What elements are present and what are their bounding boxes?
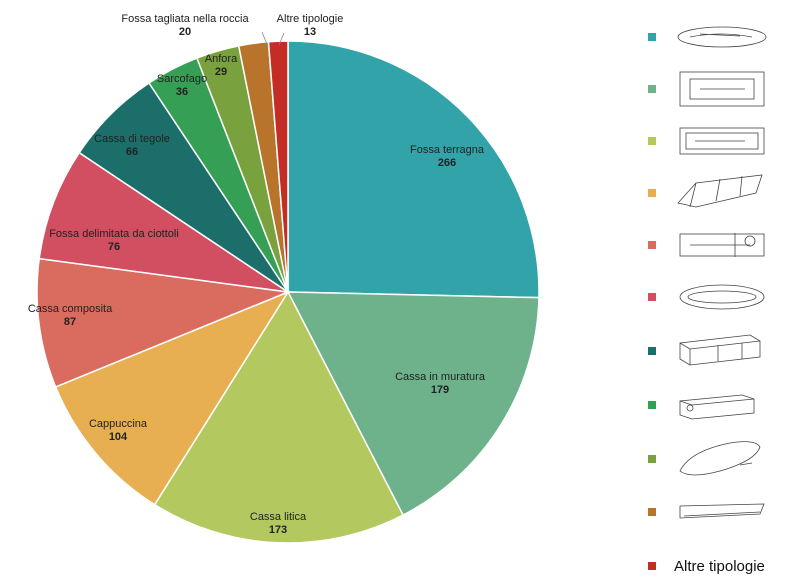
slice-label-cassa-di-tegole: Cassa di tegole xyxy=(94,133,170,145)
legend-icon-anfora xyxy=(679,441,761,476)
legend-swatch-anfora xyxy=(648,455,656,463)
slice-value-altre-tipologie: 13 xyxy=(304,26,316,38)
slice-label-anfora: Anfora xyxy=(205,53,238,65)
slice-cassa-composita xyxy=(36,257,291,388)
legend-icon-fossa-terragna xyxy=(677,26,767,48)
legend-swatch-cassa-in-muratura xyxy=(648,85,656,93)
slice-label-fossa-terragna: Fossa terragna xyxy=(410,144,485,156)
slice-label-cassa-in-muratura: Cassa in muratura xyxy=(395,371,486,383)
slice-cassa-in-muratura xyxy=(286,291,540,517)
slice-label-sarcofago: Sarcofago xyxy=(157,73,207,85)
slice-fossa-terragna xyxy=(287,40,540,299)
slice-value-fossa-tagliata-nella-roccia: 20 xyxy=(179,26,191,38)
legend-icon-fossa-delimitata-da-ciottoli xyxy=(679,284,765,310)
slice-label-cappuccina: Cappuccina xyxy=(89,418,148,430)
pie-slices xyxy=(36,40,540,544)
legend-swatch-cassa-composita xyxy=(648,241,656,249)
legend-swatch-cappuccina xyxy=(648,189,656,197)
slice-cassa-litica xyxy=(153,290,405,544)
slice-label-fossa-delimitata-da-ciottoli: Fossa delimitata da ciottoli xyxy=(49,228,179,240)
legend-icon-cassa-litica xyxy=(679,127,765,155)
slice-value-cassa-litica: 173 xyxy=(269,524,287,536)
slice-value-sarcofago: 36 xyxy=(176,86,188,98)
slice-altre-tipologie xyxy=(267,40,289,293)
slice-label-fossa-tagliata-nella-roccia: Fossa tagliata nella roccia xyxy=(121,13,249,25)
leader-lines xyxy=(261,31,285,48)
slice-value-cappuccina: 104 xyxy=(109,431,128,443)
slice-value-anfora: 29 xyxy=(215,66,227,78)
slice-value-cassa-composita: 87 xyxy=(64,316,76,328)
legend-label-altre-tipologie: Altre tipologie xyxy=(674,558,765,575)
slice-label-cassa-litica: Cassa litica xyxy=(250,511,307,523)
legend-icon-cassa-composita xyxy=(679,233,765,257)
leader-line-altre-tipologie xyxy=(278,32,285,46)
slice-value-fossa-delimitata-da-ciottoli: 76 xyxy=(108,241,120,253)
legend-swatch-fossa-tagliata-nella-roccia xyxy=(648,508,656,516)
legend-swatch-cassa-di-tegole xyxy=(648,347,656,355)
slice-value-cassa-in-muratura: 179 xyxy=(431,384,449,396)
slice-cappuccina xyxy=(54,290,290,506)
legend-swatch-sarcofago xyxy=(648,401,656,409)
slice-label-altre-tipologie: Altre tipologie xyxy=(277,13,344,25)
legend: Altre tipologie xyxy=(648,26,767,575)
slice-label-cassa-composita: Cassa composita xyxy=(28,303,113,315)
legend-icon-cappuccina xyxy=(677,174,763,208)
slice-value-fossa-terragna: 266 xyxy=(438,157,456,169)
legend-swatch-fossa-delimitata-da-ciottoli xyxy=(648,293,656,301)
legend-swatch-altre-tipologie xyxy=(648,562,656,570)
legend-swatch-fossa-terragna xyxy=(648,33,656,41)
legend-icon-fossa-tagliata-nella-roccia xyxy=(679,503,765,519)
legend-icon-sarcofago xyxy=(679,394,755,420)
slice-value-cassa-di-tegole: 66 xyxy=(126,146,138,158)
slice-fossa-delimitata-da-ciottoli xyxy=(38,151,289,293)
legend-swatch-cassa-litica xyxy=(648,137,656,145)
leader-line-fossa-tagliata-nella-roccia xyxy=(261,31,269,48)
legend-icon-cassa-di-tegole xyxy=(679,334,761,366)
legend-icon-cassa-in-muratura xyxy=(679,71,765,107)
